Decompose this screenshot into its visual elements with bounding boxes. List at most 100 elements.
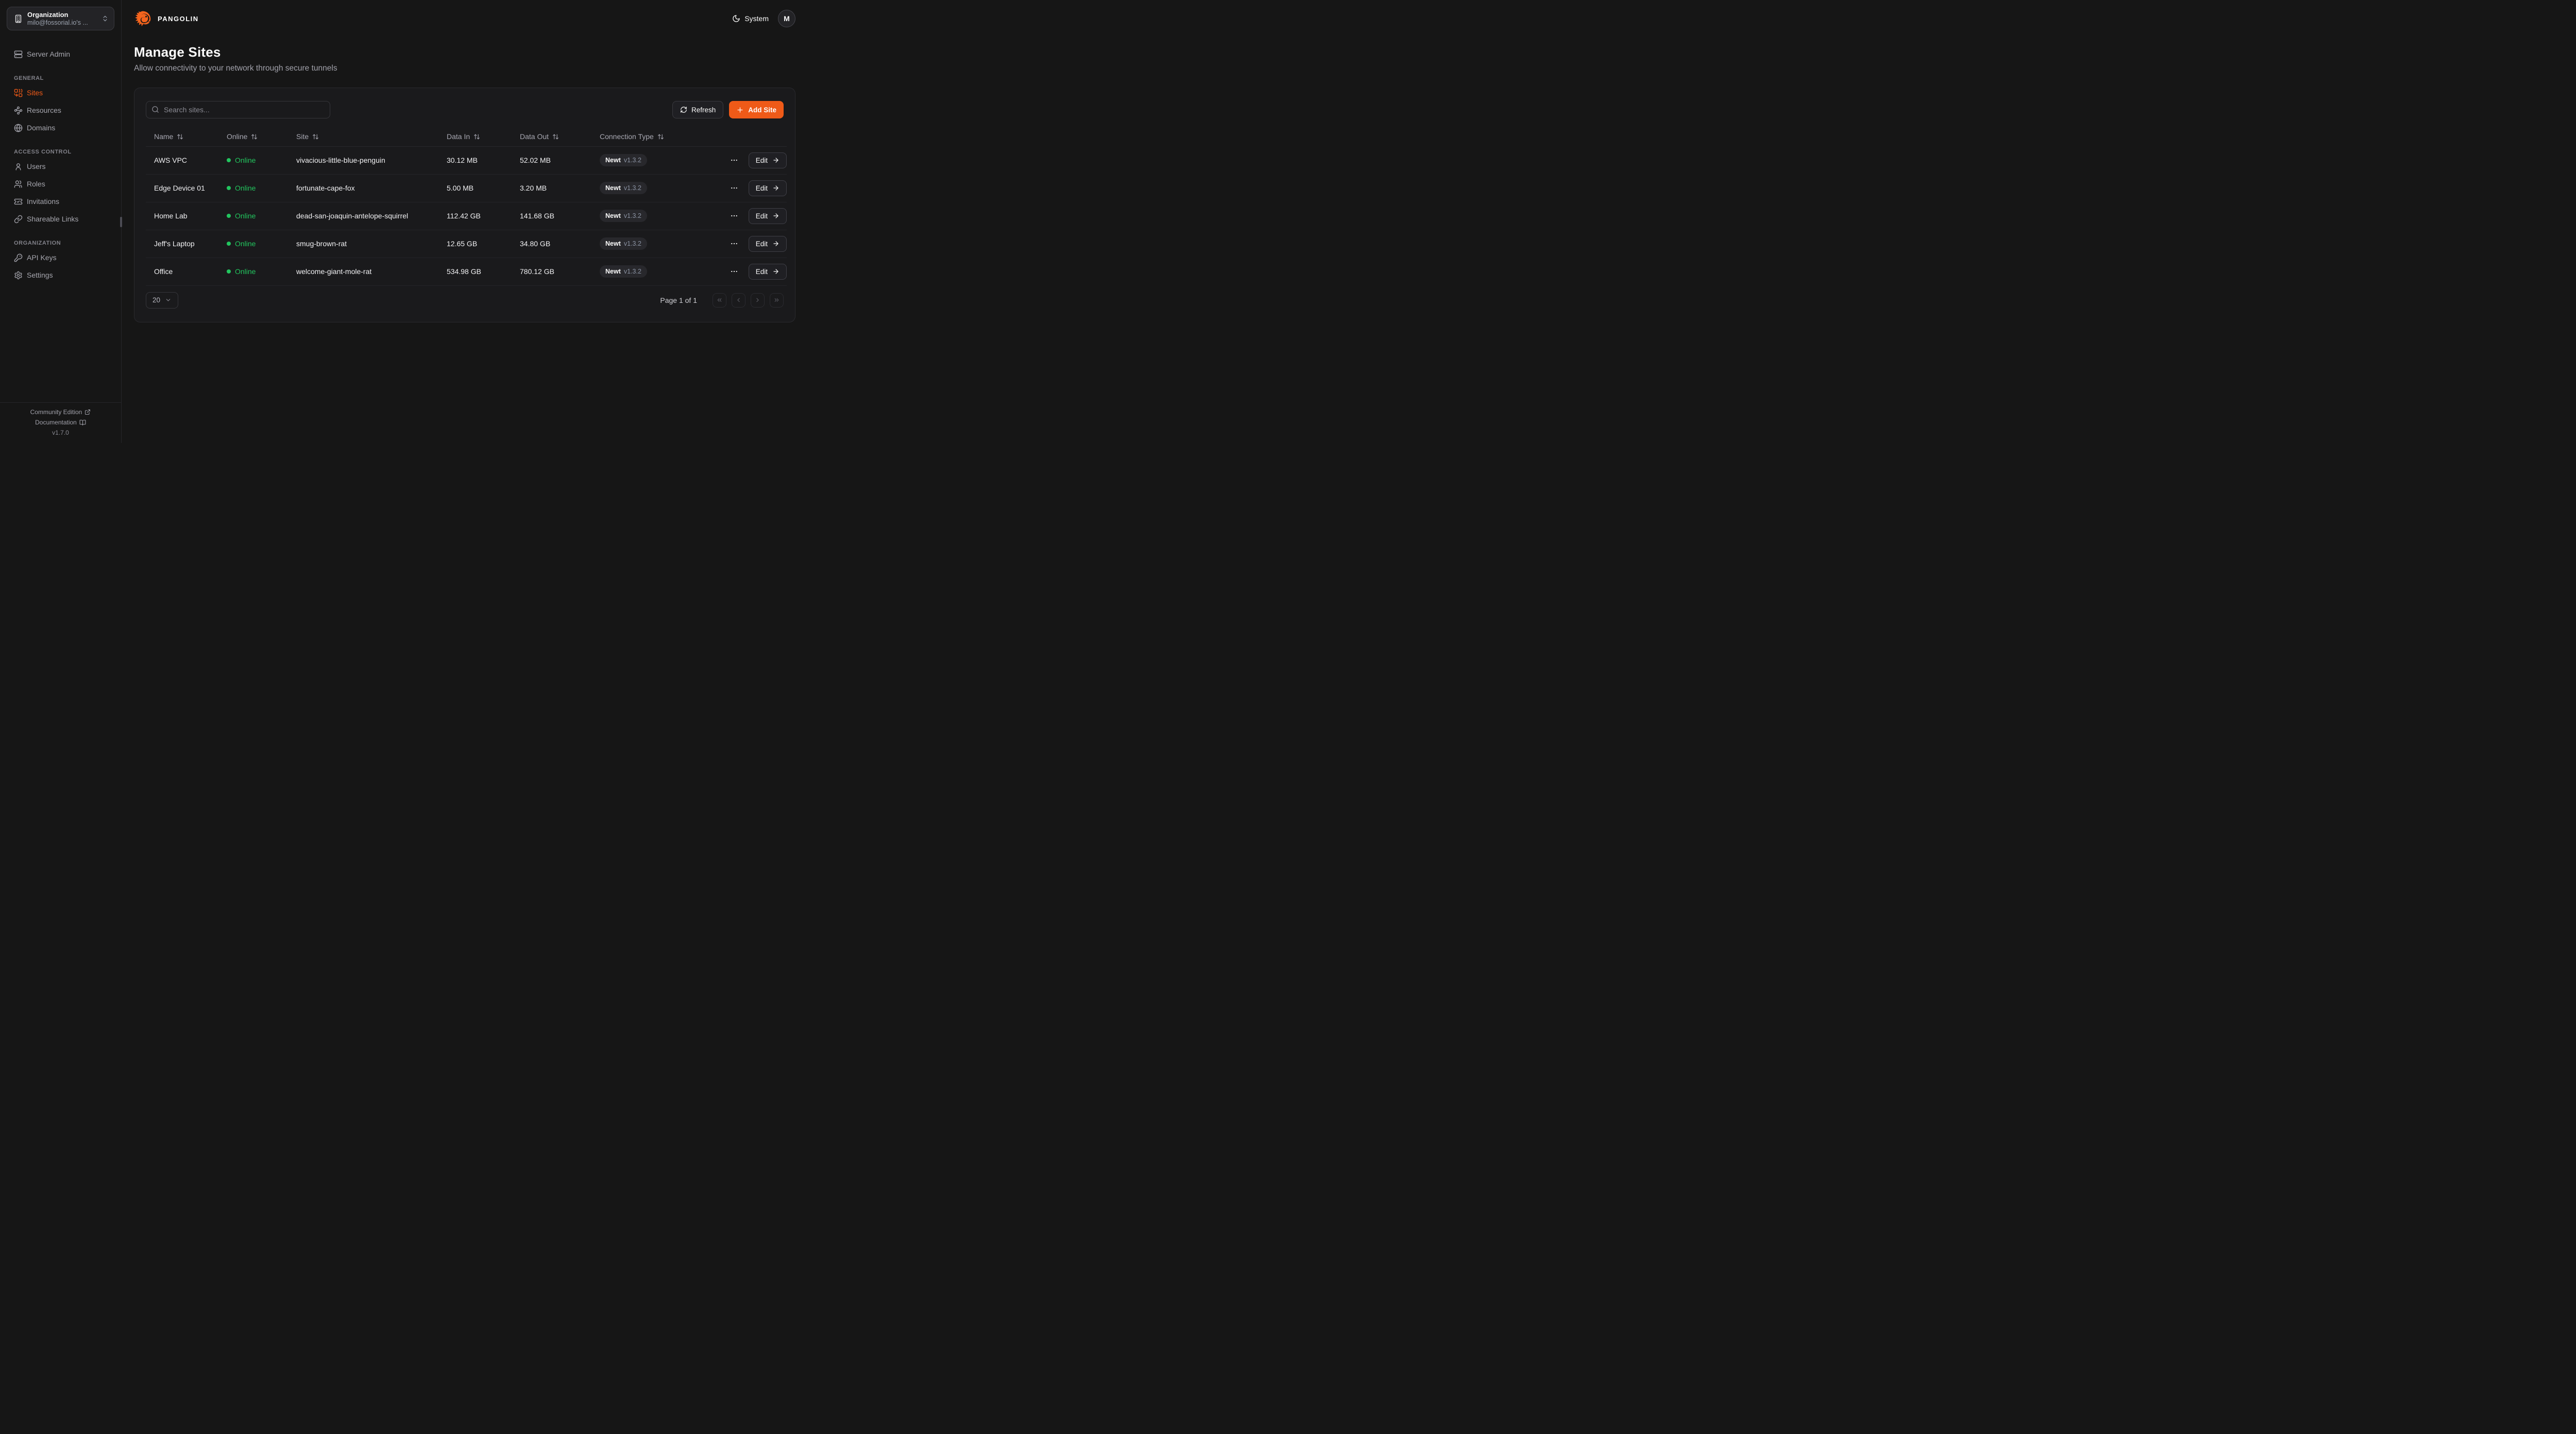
- connection-name: Newt: [605, 240, 621, 247]
- status-cell: Online: [227, 174, 296, 202]
- arrow-right-icon: [772, 184, 779, 192]
- connection-name: Newt: [605, 157, 621, 164]
- data-out-cell: 141.68 GB: [520, 202, 600, 230]
- online-status-label: Online: [235, 267, 256, 276]
- add-site-button[interactable]: Add Site: [729, 101, 784, 118]
- sort-by-connection-type[interactable]: Connection Type: [600, 132, 664, 141]
- table-row: Edge Device 01 Online fortunate-cape-fox…: [146, 174, 787, 202]
- more-actions-button[interactable]: [728, 265, 740, 278]
- sidebar-item-users[interactable]: Users: [7, 158, 114, 175]
- sidebar-item-sites[interactable]: Sites: [7, 84, 114, 101]
- sites-toolbar: Refresh Add Site: [146, 101, 784, 118]
- sidebar-item-server-admin[interactable]: Server Admin: [7, 45, 114, 63]
- column-header-name: Name: [146, 127, 227, 147]
- last-page-button[interactable]: [770, 293, 784, 308]
- edit-button[interactable]: Edit: [748, 235, 787, 252]
- sidebar-item-resources[interactable]: Resources: [7, 101, 114, 119]
- org-selector[interactable]: Organization milo@fossorial.io's ...: [7, 7, 114, 30]
- previous-page-button[interactable]: [732, 293, 745, 308]
- brand-logo: PANGOLIN: [134, 9, 199, 28]
- sidebar-item-roles[interactable]: Roles: [7, 175, 114, 193]
- connection-badge: Newt v1.3.2: [600, 154, 647, 166]
- actions-cell: Edit: [698, 258, 787, 286]
- search-input[interactable]: [146, 101, 330, 118]
- edit-label: Edit: [755, 184, 768, 192]
- arrow-up-down-icon: [312, 133, 319, 140]
- actions-cell: Edit: [698, 230, 787, 258]
- more-actions-button[interactable]: [728, 237, 740, 250]
- more-actions-button[interactable]: [728, 154, 740, 166]
- edit-label: Edit: [755, 267, 768, 276]
- connection-name: Newt: [605, 184, 621, 192]
- edit-label: Edit: [755, 212, 768, 220]
- brand-name: PANGOLIN: [158, 14, 199, 23]
- refresh-button[interactable]: Refresh: [672, 101, 724, 118]
- section-label-access-control: ACCESS CONTROL: [14, 149, 72, 155]
- next-page-button[interactable]: [751, 293, 765, 308]
- pager-buttons: [713, 293, 784, 308]
- chevron-down-icon: [165, 297, 172, 303]
- sidebar-item-label: Users: [27, 162, 46, 170]
- sort-by-name[interactable]: Name: [154, 132, 183, 141]
- page-size-value: 20: [152, 296, 161, 304]
- sidebar-item-label: Invitations: [27, 197, 60, 206]
- sidebar-item-api-keys[interactable]: API Keys: [7, 249, 114, 266]
- more-actions-button[interactable]: [728, 182, 740, 194]
- connection-type-cell: Newt v1.3.2: [600, 202, 698, 230]
- ellipsis-icon: [730, 267, 738, 276]
- sidebar-item-invitations[interactable]: Invitations: [7, 193, 114, 210]
- connection-badge: Newt v1.3.2: [600, 237, 647, 250]
- online-status-label: Online: [235, 156, 256, 164]
- building-icon: [14, 14, 23, 23]
- avatar-initial: M: [784, 14, 790, 23]
- more-actions-button[interactable]: [728, 210, 740, 222]
- sort-by-site[interactable]: Site: [296, 132, 319, 141]
- sidebar-item-label: Settings: [27, 271, 53, 279]
- documentation-link[interactable]: Documentation: [35, 419, 86, 426]
- edit-button[interactable]: Edit: [748, 180, 787, 196]
- sort-by-data-out[interactable]: Data Out: [520, 132, 559, 141]
- table-row: Office Online welcome-giant-mole-rat 534…: [146, 258, 787, 286]
- sidebar-item-settings[interactable]: Settings: [7, 266, 114, 284]
- first-page-button[interactable]: [713, 293, 726, 308]
- arrow-up-down-icon: [657, 133, 664, 140]
- refresh-label: Refresh: [691, 106, 716, 114]
- avatar[interactable]: M: [778, 10, 795, 27]
- edit-button[interactable]: Edit: [748, 208, 787, 224]
- server-icon: [14, 50, 23, 59]
- page-size-select[interactable]: 20: [146, 292, 178, 309]
- sidebar-nav: Server Admin GENERAL Sites Resources Do: [0, 37, 121, 402]
- status-cell: Online: [227, 258, 296, 286]
- sidebar: Organization milo@fossorial.io's ... Ser…: [0, 0, 122, 443]
- connection-badge: Newt v1.3.2: [600, 265, 647, 278]
- waypoints-icon: [14, 106, 23, 115]
- sidebar-item-shareable-links[interactable]: Shareable Links: [7, 210, 114, 228]
- chevrons-left-icon: [716, 297, 723, 303]
- actions-cell: Edit: [698, 202, 787, 230]
- site-name-cell: Jeff's Laptop: [146, 230, 227, 258]
- connection-version: v1.3.2: [623, 212, 641, 219]
- arrow-up-down-icon: [552, 133, 559, 140]
- community-edition-link[interactable]: Community Edition: [30, 408, 91, 416]
- edit-button[interactable]: Edit: [748, 152, 787, 168]
- data-in-cell: 30.12 MB: [447, 146, 520, 175]
- sort-by-data-in[interactable]: Data In: [447, 132, 480, 141]
- link-icon: [14, 215, 23, 224]
- combine-icon: [14, 89, 23, 97]
- sidebar-item-domains[interactable]: Domains: [7, 119, 114, 136]
- connection-version: v1.3.2: [623, 240, 641, 247]
- sidebar-resize-handle[interactable]: [120, 217, 122, 227]
- sites-table-body: AWS VPC Online vivacious-little-blue-pen…: [146, 146, 787, 286]
- online-status-label: Online: [235, 240, 256, 248]
- community-edition-label: Community Edition: [30, 408, 82, 416]
- ellipsis-icon: [730, 212, 738, 220]
- ellipsis-icon: [730, 184, 738, 192]
- sort-by-online[interactable]: Online: [227, 132, 258, 141]
- edit-button[interactable]: Edit: [748, 263, 787, 280]
- theme-toggle[interactable]: System: [732, 14, 769, 23]
- section-label-organization: ORGANIZATION: [14, 240, 61, 246]
- online-status-dot: [227, 158, 231, 162]
- chevrons-right-icon: [773, 297, 780, 303]
- org-label: Organization: [27, 10, 69, 19]
- column-header-actions: [698, 127, 787, 147]
